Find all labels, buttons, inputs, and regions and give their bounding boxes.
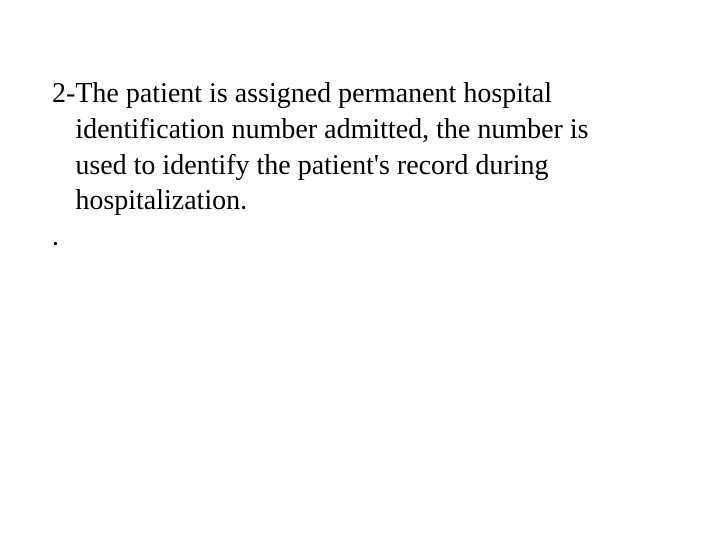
list-item-number: 2- xyxy=(52,76,75,112)
list-item-text: The patient is assigned permanent hospit… xyxy=(75,76,635,219)
list-item: 2- The patient is assigned permanent hos… xyxy=(52,76,660,219)
lone-dot: . xyxy=(52,219,660,255)
slide: 2- The patient is assigned permanent hos… xyxy=(0,0,720,540)
